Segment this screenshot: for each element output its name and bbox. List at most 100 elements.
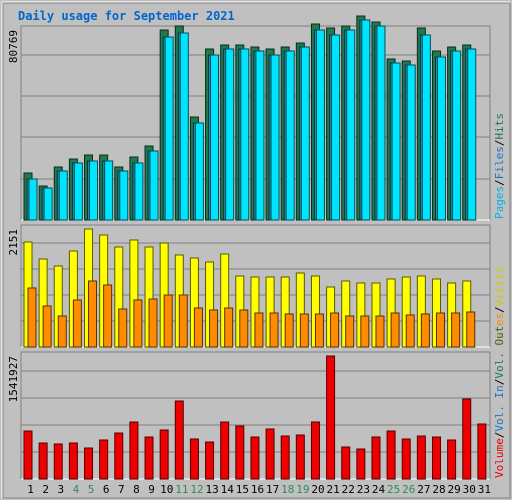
bar-visits-sites-sites-day-24	[375, 315, 385, 348]
bar-volume-volume-day-30	[462, 398, 472, 480]
bar-visits-sites-sites-day-5	[88, 280, 98, 348]
x-tick-label-8: 8	[133, 483, 140, 496]
bar-volume-volume-day-14	[220, 421, 230, 480]
bar-hits-files-pages-pages-day-22	[346, 29, 356, 221]
bar-hits-files-pages-pages-day-5	[89, 160, 99, 221]
legend-top: Pages/Files/Hits	[493, 113, 506, 219]
bar-visits-sites-sites-day-26	[405, 314, 415, 348]
bar-hits-files-pages-pages-day-13	[210, 54, 220, 221]
bar-volume-volume-day-16	[250, 436, 260, 480]
bar-volume-volume-day-31	[477, 423, 487, 480]
y-max-label-hits-files-pages: 80769	[7, 30, 20, 63]
bar-volume-volume-day-6	[99, 439, 109, 480]
bar-volume-volume-day-7	[114, 432, 124, 480]
bar-visits-sites-sites-day-30	[466, 311, 476, 348]
legend-separator: /	[493, 306, 506, 313]
bar-volume-volume-day-15	[235, 425, 245, 480]
x-tick-label-15: 15	[236, 483, 249, 496]
y-max-label-volume: 1541927	[7, 356, 20, 402]
bar-hits-files-pages-pages-day-10	[164, 36, 174, 221]
x-tick-label-21: 21	[327, 483, 340, 496]
legend-entry-pages: Pages	[493, 186, 506, 219]
bar-visits-sites-sites-day-27	[420, 313, 430, 348]
bar-visits-sites-sites-day-19	[299, 313, 309, 348]
bar-hits-files-pages-pages-day-4	[73, 162, 83, 221]
x-tick-label-13: 13	[205, 483, 218, 496]
bar-hits-files-pages-pages-day-19	[300, 46, 310, 221]
legend-bottom: Volume/Vol. In/Vol. Out	[493, 326, 506, 478]
x-tick-label-11: 11	[175, 483, 188, 496]
bar-visits-sites-sites-day-4	[72, 299, 82, 348]
bar-hits-files-pages-pages-day-8	[134, 162, 144, 221]
legend-entry-files: Files	[493, 146, 506, 179]
bar-hits-files-pages-pages-day-29	[452, 50, 462, 221]
bar-visits-sites-sites-day-3	[57, 315, 67, 348]
bar-volume-volume-day-12	[189, 438, 199, 480]
x-tick-label-25: 25	[387, 483, 400, 496]
x-tick-label-20: 20	[311, 483, 324, 496]
legend-entry-vol-out: Vol. Out	[493, 326, 506, 379]
bar-volume-volume-day-8	[129, 421, 139, 480]
x-tick-label-29: 29	[448, 483, 461, 496]
bar-visits-sites-sites-day-8	[133, 299, 143, 348]
x-tick-label-28: 28	[432, 483, 445, 496]
bar-visits-sites-sites-day-18	[284, 313, 294, 348]
bar-volume-volume-day-20	[310, 421, 320, 480]
x-tick-label-18: 18	[281, 483, 294, 496]
bar-volume-volume-day-17	[265, 428, 275, 480]
x-tick-label-14: 14	[221, 483, 235, 496]
bar-visits-sites-sites-day-17	[269, 312, 279, 348]
bar-hits-files-pages-pages-day-2	[43, 187, 53, 221]
bar-volume-volume-day-22	[341, 446, 351, 480]
bar-visits-sites-sites-day-23	[360, 315, 370, 348]
bar-visits-sites-sites-day-2	[42, 305, 52, 348]
bar-visits-sites-sites-day-1	[27, 287, 37, 348]
x-tick-label-19: 19	[296, 483, 309, 496]
bar-volume-volume-day-23	[356, 448, 366, 480]
legend-separator: /	[493, 179, 506, 186]
x-tick-label-26: 26	[402, 483, 415, 496]
x-tick-label-22: 22	[342, 483, 355, 496]
bar-volume-volume-day-2	[38, 442, 48, 480]
bar-hits-files-pages-pages-day-11	[179, 32, 189, 221]
legend-entry-visits: Visits	[493, 267, 506, 307]
bar-volume-volume-day-24	[371, 436, 381, 480]
x-tick-label-17: 17	[266, 483, 279, 496]
x-tick-label-10: 10	[160, 483, 173, 496]
x-tick-label-30: 30	[463, 483, 476, 496]
bar-hits-files-pages-pages-day-24	[376, 25, 386, 221]
x-tick-label-31: 31	[478, 483, 491, 496]
x-tick-label-7: 7	[118, 483, 125, 496]
bar-hits-files-pages-pages-day-17	[270, 54, 280, 221]
bar-visits-sites-sites-day-6	[103, 284, 113, 348]
bar-visits-sites-sites-day-13	[209, 309, 219, 348]
bar-hits-files-pages-pages-day-6	[104, 160, 114, 221]
bar-volume-volume-day-5	[84, 447, 94, 480]
bar-volume-volume-day-29	[447, 439, 457, 480]
bar-volume-volume-day-21	[326, 355, 336, 480]
bar-visits-sites-sites-day-29	[451, 312, 461, 348]
legend-separator: /	[493, 379, 506, 386]
bar-volume-volume-day-1	[23, 430, 33, 480]
bar-visits-sites-sites-day-22	[345, 315, 355, 348]
bar-volume-volume-day-4	[68, 442, 78, 480]
x-tick-label-4: 4	[73, 483, 80, 496]
y-max-labels: 80769 2151 1541927	[7, 30, 20, 402]
bar-visits-sites-sites-day-25	[390, 312, 400, 348]
bar-hits-files-pages-pages-day-23	[361, 19, 371, 221]
x-tick-label-24: 24	[372, 483, 386, 496]
bar-volume-volume-day-27	[416, 435, 426, 480]
legend-mid: Sites/Visits	[493, 267, 506, 347]
bar-volume-volume-day-26	[401, 438, 411, 480]
bar-hits-files-pages-pages-day-18	[285, 50, 295, 221]
bar-volume-volume-day-11	[174, 400, 184, 480]
bar-hits-files-pages-pages-day-20	[315, 29, 325, 221]
legend-entry-vol-in: Vol. In	[493, 385, 506, 431]
bar-volume-volume-day-9	[144, 436, 154, 480]
x-tick-label-1: 1	[27, 483, 34, 496]
chart-title: Daily usage for September 2021	[18, 9, 235, 23]
legend-entry-hits: Hits	[493, 113, 506, 140]
bar-visits-sites-sites-day-9	[148, 298, 158, 348]
bars	[23, 15, 487, 480]
